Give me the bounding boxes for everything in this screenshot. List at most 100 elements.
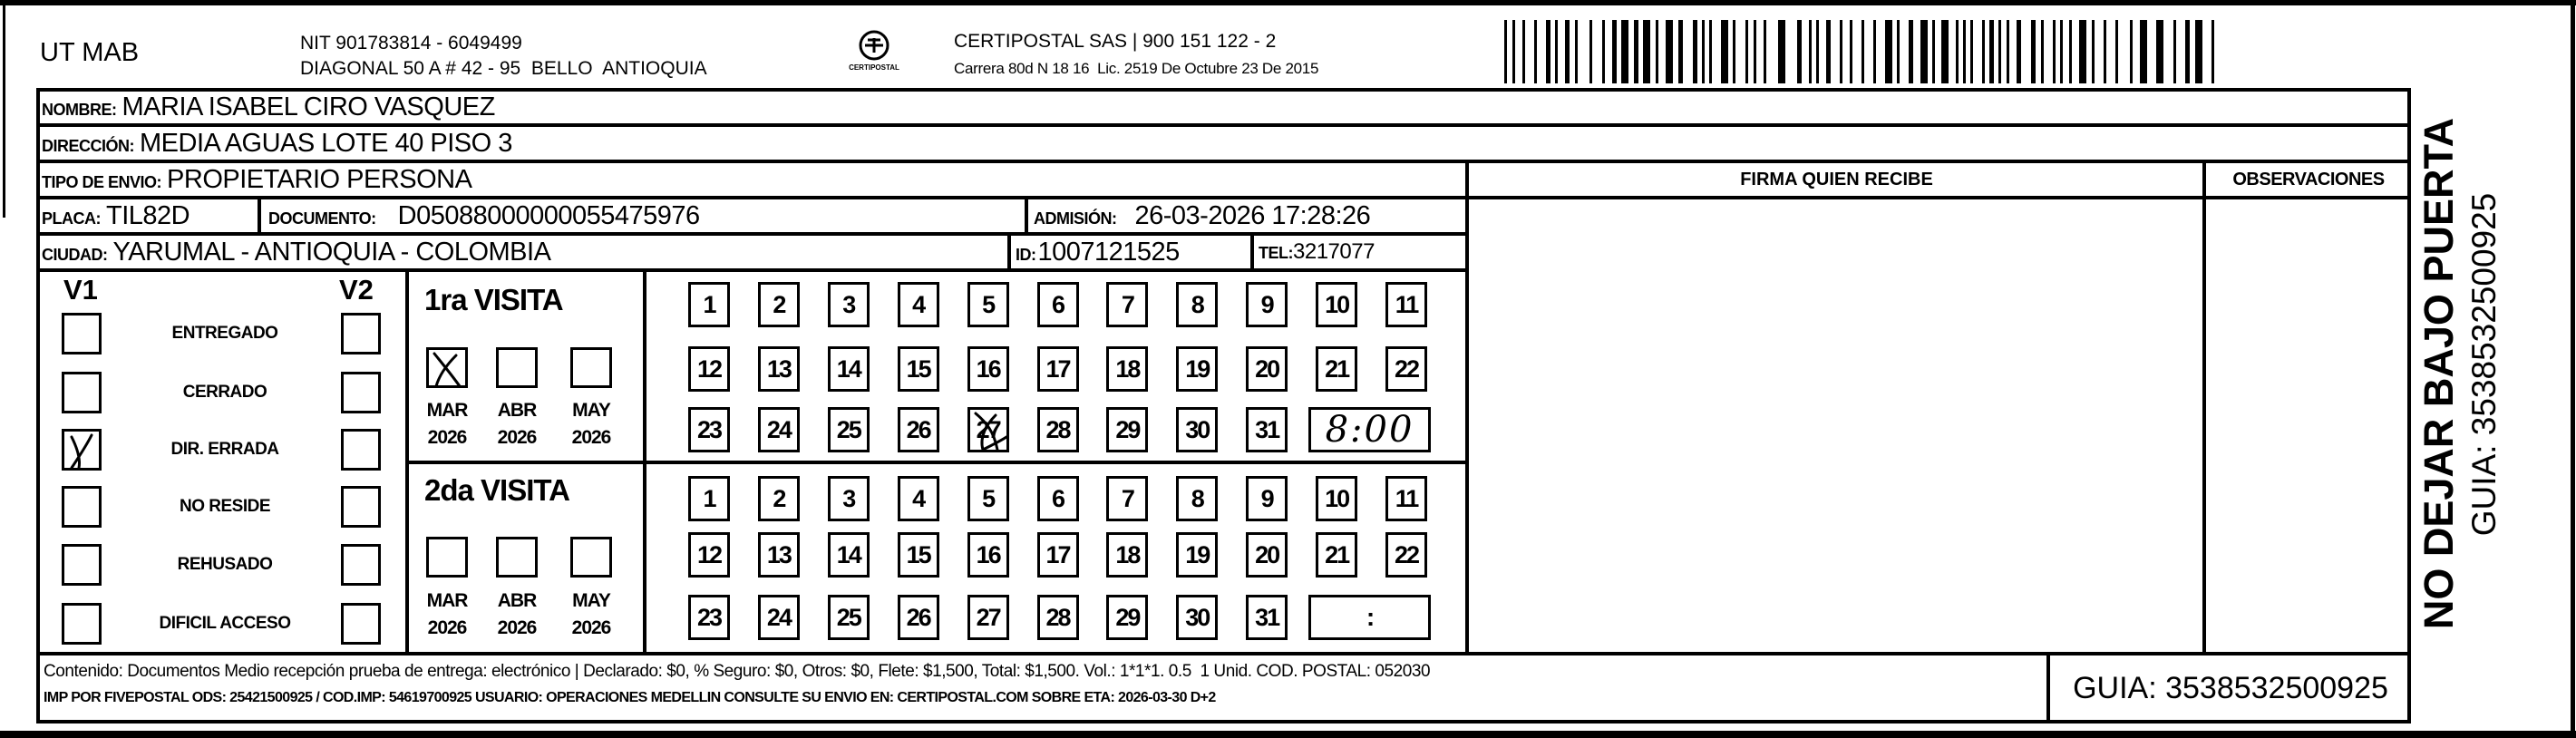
day-checkbox[interactable]: 5 (967, 476, 1009, 521)
barcode-bar (2185, 20, 2190, 83)
day-checkbox[interactable]: 10 (1316, 476, 1358, 521)
day-checkbox[interactable]: 24 (757, 595, 800, 640)
day-number: 23 (696, 603, 723, 631)
v2-checkbox[interactable] (341, 429, 381, 471)
day-checkbox[interactable]: 4 (897, 476, 939, 521)
v1-checkbox[interactable] (62, 603, 102, 645)
day-checkbox[interactable]: 21 (1316, 346, 1358, 392)
v2-checkbox[interactable] (341, 544, 381, 586)
day-checkbox[interactable]: 17 (1036, 532, 1079, 578)
table-rule (258, 196, 261, 234)
status-label: ENTREGADO (171, 324, 278, 343)
day-checkbox[interactable]: 30 (1176, 407, 1219, 452)
day-checkbox[interactable]: 31 (1246, 595, 1288, 640)
day-checkbox[interactable]: 6 (1036, 282, 1079, 327)
barcode-bar (1778, 20, 1785, 83)
day-checkbox[interactable]: 16 (967, 346, 1009, 392)
day-checkbox[interactable]: 22 (1385, 532, 1427, 578)
month-checkbox[interactable] (496, 537, 538, 578)
day-checkbox[interactable]: 11 (1385, 282, 1427, 327)
day-checkbox[interactable]: 7 (1106, 282, 1149, 327)
day-checkbox[interactable]: 19 (1176, 532, 1219, 578)
v1-checkbox[interactable] (62, 544, 102, 586)
day-checkbox[interactable]: 27 (967, 595, 1009, 640)
day-checkbox[interactable]: 15 (897, 532, 939, 578)
barcode-bar (1512, 20, 1515, 83)
day-checkbox[interactable]: 20 (1246, 532, 1288, 578)
day-checkbox[interactable]: 12 (688, 346, 730, 392)
day-checkbox[interactable]: 9 (1246, 476, 1288, 521)
day-checkbox[interactable]: 7 (1106, 476, 1149, 521)
month-checkbox[interactable] (570, 347, 612, 388)
day-checkbox[interactable]: 14 (827, 346, 870, 392)
day-checkbox[interactable]: 8 (1176, 476, 1219, 521)
month-name: ABR (497, 590, 538, 611)
time-field[interactable]: : (1308, 595, 1431, 640)
day-checkbox[interactable]: 31 (1246, 407, 1288, 452)
barcode-bar (2211, 20, 2214, 83)
day-checkbox[interactable]: 23 (688, 407, 730, 452)
day-checkbox[interactable]: 13 (757, 346, 800, 392)
month-checkbox[interactable] (496, 347, 538, 388)
day-checkbox[interactable]: 6 (1036, 476, 1079, 521)
day-checkbox[interactable]: 23 (688, 595, 730, 640)
barcode-bar (2017, 20, 2021, 83)
v2-checkbox[interactable] (341, 313, 381, 354)
month-checkbox[interactable] (426, 537, 468, 578)
month-checkbox[interactable] (426, 347, 468, 388)
v2-checkbox[interactable] (341, 372, 381, 413)
barcode-bar (1816, 20, 1819, 83)
day-checkbox[interactable]: 25 (827, 595, 870, 640)
day-checkbox[interactable]: 14 (827, 532, 870, 578)
day-checkbox[interactable]: 15 (897, 346, 939, 392)
v1-checkbox[interactable] (62, 372, 102, 413)
day-checkbox[interactable]: 4 (897, 282, 939, 327)
day-checkbox[interactable]: 25 (827, 407, 870, 452)
day-checkbox[interactable]: 17 (1036, 346, 1079, 392)
day-checkbox[interactable]: 20 (1246, 346, 1288, 392)
time-field[interactable]: 8:00 (1308, 407, 1431, 452)
day-checkbox[interactable]: 19 (1176, 346, 1219, 392)
v1-checkbox[interactable] (62, 313, 102, 354)
month-checkbox[interactable] (570, 537, 612, 578)
month-year: 2026 (497, 617, 538, 638)
day-checkbox[interactable]: 24 (757, 407, 800, 452)
day-checkbox[interactable]: 27 (967, 407, 1009, 452)
day-checkbox[interactable]: 5 (967, 282, 1009, 327)
day-checkbox[interactable]: 3 (827, 282, 870, 327)
day-checkbox[interactable]: 2 (757, 282, 800, 327)
day-checkbox[interactable]: 26 (897, 595, 939, 640)
day-checkbox[interactable]: 9 (1246, 282, 1288, 327)
day-checkbox[interactable]: 28 (1036, 407, 1079, 452)
day-checkbox[interactable]: 3 (827, 476, 870, 521)
day-checkbox[interactable]: 16 (967, 532, 1009, 578)
day-checkbox[interactable]: 12 (688, 532, 730, 578)
day-checkbox[interactable]: 28 (1036, 595, 1079, 640)
v2-checkbox[interactable] (341, 486, 381, 528)
v1-checkbox[interactable] (62, 486, 102, 528)
day-checkbox[interactable]: 26 (897, 407, 939, 452)
month-year: 2026 (571, 427, 612, 448)
day-number: 5 (982, 484, 996, 512)
day-checkbox[interactable]: 10 (1316, 282, 1358, 327)
day-checkbox[interactable]: 22 (1385, 346, 1427, 392)
day-checkbox[interactable]: 1 (688, 476, 730, 521)
logo-text: CERTIPOSTAL (849, 63, 899, 72)
day-checkbox[interactable]: 8 (1176, 282, 1219, 327)
v1-checkbox[interactable] (62, 429, 102, 471)
day-checkbox[interactable]: 13 (757, 532, 800, 578)
day-checkbox[interactable]: 18 (1106, 532, 1149, 578)
day-checkbox[interactable]: 18 (1106, 346, 1149, 392)
barcode-bar (2053, 20, 2056, 83)
day-checkbox[interactable]: 21 (1316, 532, 1358, 578)
firma-area[interactable] (1469, 199, 2202, 652)
day-checkbox[interactable]: 29 (1106, 407, 1149, 452)
v2-checkbox[interactable] (341, 603, 381, 645)
day-checkbox[interactable]: 2 (757, 476, 800, 521)
day-checkbox[interactable]: 1 (688, 282, 730, 327)
day-checkbox[interactable]: 30 (1176, 595, 1219, 640)
observaciones-area[interactable] (2206, 199, 2409, 652)
barcode-bar (1982, 20, 1985, 83)
day-checkbox[interactable]: 11 (1385, 476, 1427, 521)
day-checkbox[interactable]: 29 (1106, 595, 1149, 640)
